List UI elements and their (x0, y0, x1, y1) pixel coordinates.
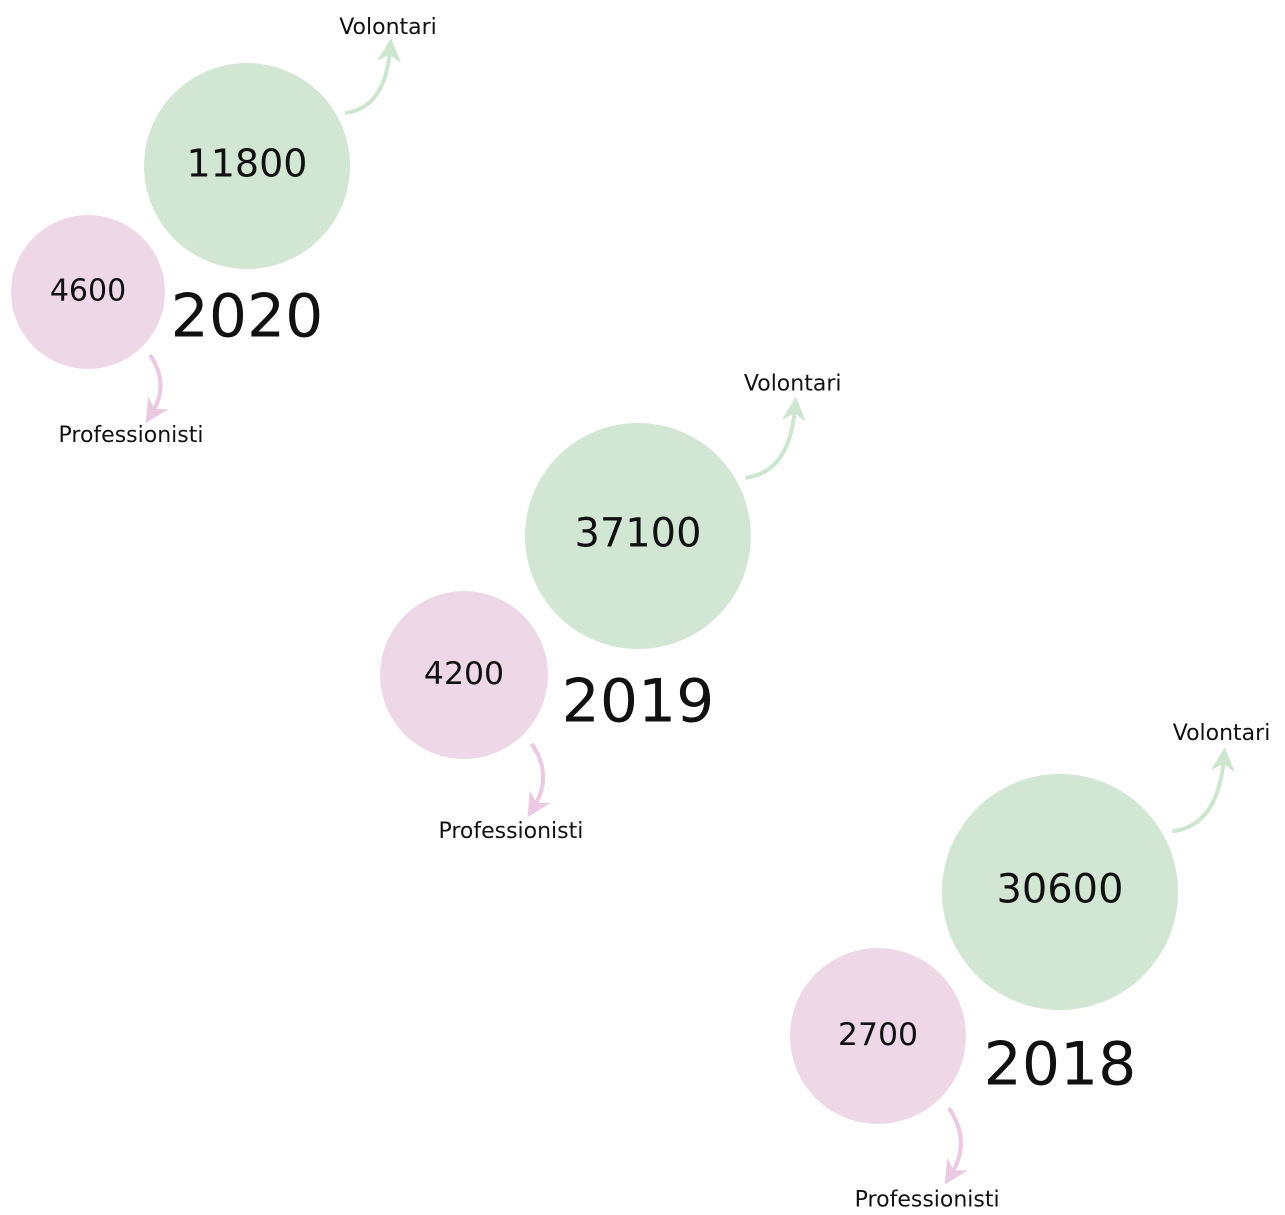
year: 2019 (562, 667, 715, 737)
year: 2020 (171, 282, 324, 352)
volunteers-circle (144, 63, 350, 269)
professionals-value: 2700 (838, 1017, 918, 1053)
professionals-circle (11, 215, 165, 369)
professionals-circle (380, 591, 548, 759)
professionals-arrow (944, 1106, 968, 1185)
professionals-label: Professionisti (438, 819, 583, 844)
volunteers-circle (942, 774, 1178, 1010)
volunteers-value: 11800 (187, 142, 308, 186)
volunteers-arrow (745, 396, 806, 480)
professionals-value: 4200 (424, 656, 504, 692)
volunteers-label: Volontari (339, 15, 437, 40)
volunteers-arrow (344, 38, 401, 115)
professionals-label: Professionisti (59, 423, 204, 448)
volunteers-arrow (1171, 747, 1235, 834)
professionals-circle (790, 948, 966, 1124)
volunteers-value: 37100 (575, 511, 702, 557)
professionals-value: 4600 (50, 274, 126, 309)
professionals-arrow (145, 353, 169, 424)
year: 2018 (984, 1030, 1137, 1100)
volunteers-label: Volontari (744, 372, 842, 397)
volunteers-label: Volontari (1173, 721, 1271, 746)
volunteers-circle (525, 423, 751, 649)
volunteers-value: 30600 (997, 867, 1124, 913)
professionals-label: Professionisti (855, 1188, 1000, 1211)
professionals-arrow (527, 742, 551, 818)
